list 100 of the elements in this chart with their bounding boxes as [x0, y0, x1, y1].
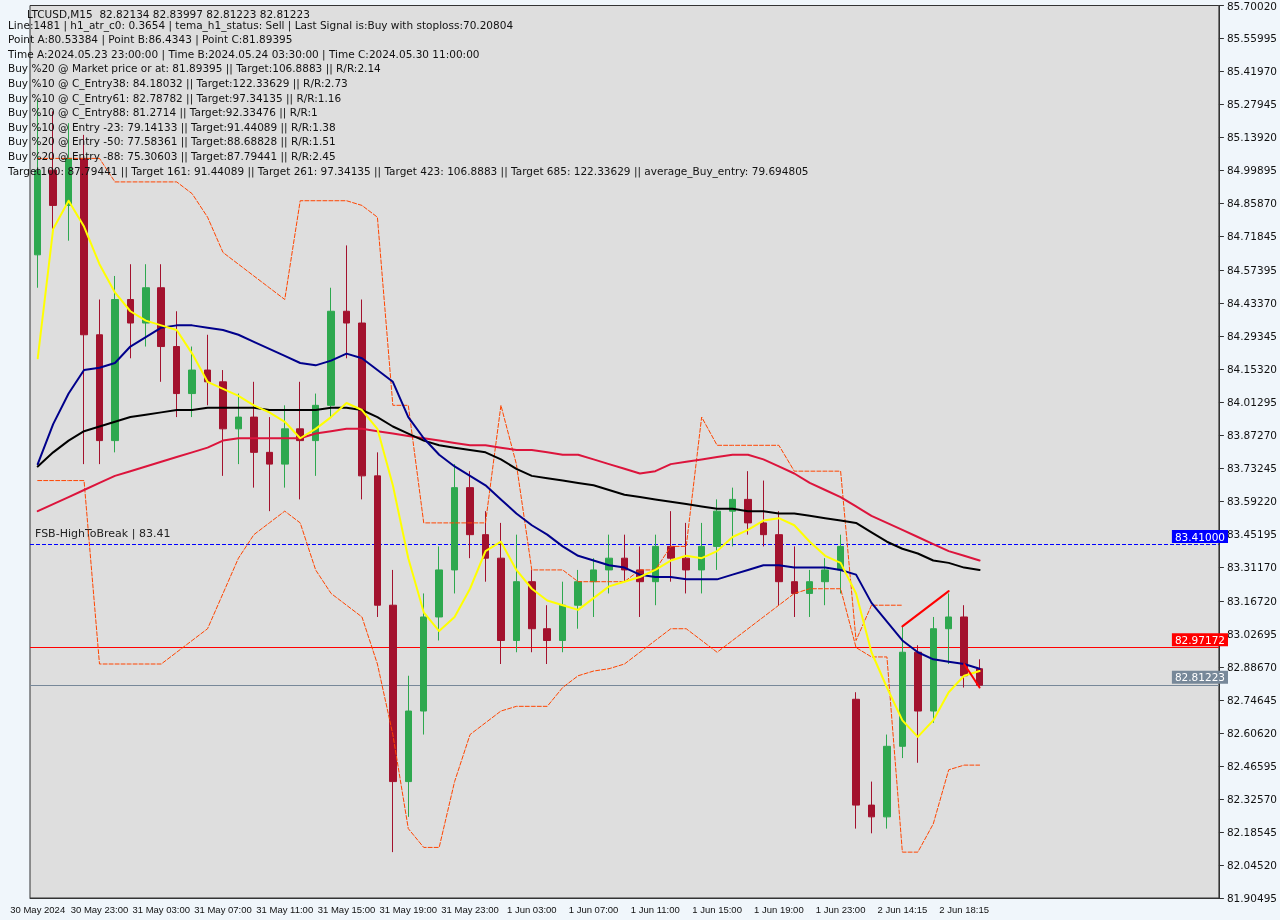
x-tick-label: 30 May 2024	[10, 903, 66, 915]
annotation: Point A:80.53384 | Point B:86.4343 | Point C:81.89395	[8, 33, 293, 47]
annotation: Buy %20 @ Market price or at: 81.89395 || Target:106.8883 || R/R:2.14	[8, 62, 382, 76]
candlestick	[127, 263, 134, 359]
candlestick	[204, 334, 211, 406]
x-tick-label: 1 Jun 15:00	[692, 903, 742, 915]
annotation: Buy %10 @ C_Entry38: 84.18032 || Target:122.33629 || R/R:2.73	[8, 76, 348, 90]
y-tick-label: 83.45195	[1226, 528, 1278, 541]
y-tick-label: 84.99895	[1226, 164, 1278, 177]
y-tick-label: 82.60620	[1226, 727, 1278, 740]
annotation: Line:1481 | h1_atr_c0: 0.3654 | tema_h1_status: Sell | Last Signal is:Buy with stoploss:70.20804	[8, 18, 514, 32]
candlestick	[543, 604, 551, 665]
candlestick	[266, 416, 273, 512]
x-tick-label: 31 May 19:00	[379, 903, 438, 915]
candlestick	[914, 644, 922, 764]
candlestick	[528, 569, 536, 653]
candlestick	[497, 522, 505, 665]
candlestick	[157, 263, 165, 383]
annotation: 82.81223	[1174, 671, 1226, 684]
x-tick-label: 31 May 07:00	[194, 903, 252, 915]
y-tick-label: 82.74645	[1226, 694, 1278, 707]
candlestick	[420, 592, 427, 736]
candlestick	[374, 451, 381, 618]
y-tick-label: 84.29345	[1226, 330, 1278, 343]
y-tick-label: 81.90495	[1226, 892, 1278, 904]
y-tick-label: 85.55995	[1226, 32, 1278, 45]
line-series	[36, 427, 981, 562]
y-tick-label: 84.85870	[1226, 197, 1278, 210]
candlestick	[343, 244, 350, 359]
candlestick	[852, 691, 860, 830]
y-tick-label: 82.18545	[1226, 826, 1278, 839]
candlestick	[713, 498, 721, 571]
candlestick	[173, 310, 180, 418]
y-tick-label: 84.43370	[1226, 297, 1278, 310]
candlestick	[435, 545, 443, 641]
candlestick	[930, 616, 937, 724]
candlestick	[791, 545, 798, 618]
candlestick	[821, 557, 829, 606]
candlestick	[466, 470, 474, 559]
line-series	[36, 406, 981, 571]
x-tick-label: 1 Jun 19:00	[754, 903, 804, 915]
candlestick	[945, 592, 952, 665]
candlestick	[327, 287, 335, 418]
candlestick	[590, 557, 597, 618]
candlestick	[451, 463, 458, 594]
candlestick	[96, 299, 103, 465]
y-tick-label: 83.73245	[1226, 462, 1278, 475]
x-tick-label: 31 May 23:00	[441, 903, 499, 915]
candlestick	[744, 470, 752, 536]
annotation: Time A:2024.05.23 23:00:00 | Time B:2024.05.24 03:30:00 | Time C:2024.05.30 11:00:00	[7, 47, 480, 61]
y-tick-label: 85.70020	[1226, 0, 1278, 12]
candlestick	[513, 534, 520, 653]
x-tick-label: 31 May 15:00	[317, 903, 376, 915]
y-tick-label: 83.59220	[1226, 495, 1278, 508]
candlestick	[806, 569, 813, 618]
x-tick-label: 2 Jun 18:15	[939, 903, 989, 915]
y-tick-label: 83.87270	[1226, 429, 1278, 442]
x-tick-label: 1 Jun 07:00	[568, 903, 619, 915]
candlestick	[358, 299, 366, 500]
candlestick	[574, 569, 582, 630]
candlestick	[235, 393, 242, 465]
candlestick	[667, 510, 675, 583]
x-tick-label: 1 Jun 11:00	[630, 903, 680, 915]
candlestick	[250, 381, 258, 489]
annotation: 82.97172	[1174, 633, 1226, 646]
candlestick	[775, 510, 783, 606]
y-tick-label: 84.15320	[1226, 363, 1278, 376]
y-tick-label: 84.57395	[1226, 264, 1278, 277]
candlestick	[188, 346, 196, 418]
candlestick	[219, 369, 227, 477]
chart-title: LTCUSD,M15 82.82134 82.83997 82.81223 82.81223	[27, 7, 310, 20]
candlestick	[559, 581, 566, 653]
y-tick-label: 85.13920	[1226, 131, 1278, 144]
candlestick	[960, 604, 968, 689]
y-tick-label: 85.27945	[1226, 98, 1278, 111]
candlestick	[389, 569, 397, 853]
x-tick-label: 1 Jun 23:00	[815, 903, 866, 915]
y-tick-label: 84.71845	[1226, 230, 1278, 243]
line-series	[36, 324, 981, 670]
line-series	[36, 199, 981, 738]
candlestick	[405, 675, 412, 818]
x-tick-label: 2 Jun 14:15	[877, 903, 928, 915]
candlestick	[281, 404, 289, 489]
x-tick-label: 31 May 11:00	[256, 903, 314, 915]
candlestick	[883, 734, 891, 830]
y-tick-label: 84.01295	[1226, 396, 1278, 409]
annotation: 83.41000	[1174, 530, 1226, 543]
x-tick-label: 1 Jun 03:00	[506, 903, 557, 915]
y-tick-label: 85.41970	[1226, 65, 1278, 78]
y-tick-label: 82.32570	[1226, 793, 1278, 806]
candlestick	[868, 781, 875, 834]
y-tick-label: 82.88670	[1226, 661, 1278, 674]
candlestick	[111, 275, 119, 453]
y-tick-label: 83.02695	[1226, 628, 1278, 641]
candlestick	[142, 263, 150, 348]
candlestick	[698, 522, 705, 594]
y-tick-label: 83.31170	[1226, 561, 1278, 574]
candlestick	[760, 480, 767, 547]
x-tick-label: 31 May 03:00	[132, 903, 191, 915]
annotation: Buy %10 @ C_Entry61: 82.78782 || Target:97.34135 || R/R:1.16	[8, 91, 342, 105]
